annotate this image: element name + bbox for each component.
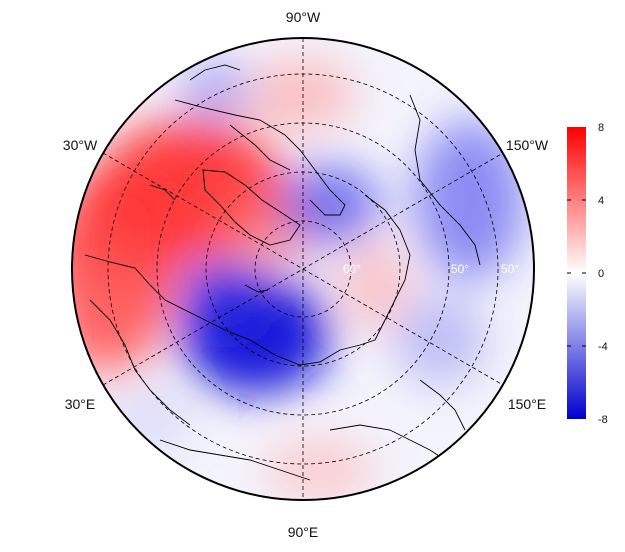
lat-label-outer: 50° xyxy=(501,262,519,276)
colorbar-ramp xyxy=(567,127,586,419)
novaya-zemlya-coast xyxy=(244,284,269,293)
lat-label-mid: 50° xyxy=(451,262,469,276)
anomaly-europe xyxy=(72,285,160,375)
baffin-coast xyxy=(229,124,291,171)
anomaly-canada xyxy=(180,60,250,120)
anomaly-central-asia xyxy=(265,440,375,500)
map-boundary xyxy=(71,37,535,501)
colorbar-tick-label: -4 xyxy=(598,341,608,353)
alaska-coast xyxy=(409,94,481,266)
asia-border xyxy=(329,424,446,461)
lon-label-bottom: 90°E xyxy=(288,524,319,540)
central-asia-border xyxy=(159,439,311,481)
lon-label-top: 90°W xyxy=(286,9,321,25)
colorbar-ticks xyxy=(567,199,586,347)
colorbar: 8 4 0 -4 -8 xyxy=(567,122,608,426)
colorbar-tick-label: 8 xyxy=(598,122,604,134)
colorbar-tick-label: 4 xyxy=(598,195,604,207)
graticule xyxy=(102,38,504,500)
lat-label-inner: 60° xyxy=(343,262,361,276)
meridian-30e-150w xyxy=(102,152,504,386)
anomaly-siberia-west xyxy=(180,260,270,330)
lon-label-lower-left: 30°E xyxy=(65,396,96,412)
kamchatka-coast xyxy=(419,379,466,431)
hudson-coast xyxy=(189,64,241,81)
lon-label-upper-left: 30°W xyxy=(63,137,98,153)
anomaly-bering xyxy=(395,295,485,385)
anomaly-field xyxy=(72,38,534,500)
lon-label-lower-right: 150°E xyxy=(508,396,546,412)
eurasia-arctic-coast xyxy=(84,254,376,366)
anomaly-alaska xyxy=(245,60,355,130)
anomaly-pacific xyxy=(415,120,525,280)
canadian-archipelago-coast xyxy=(174,99,346,216)
chukotka-coast xyxy=(364,194,411,341)
anomaly-arctic-cold xyxy=(280,165,380,245)
greenland-coast xyxy=(202,169,301,246)
anomaly-beaufort xyxy=(340,240,410,330)
coastlines xyxy=(84,64,481,481)
lon-label-upper-right: 150°W xyxy=(506,137,549,153)
colorbar-tick-label: -8 xyxy=(598,414,608,426)
colorbar-tick-label: 0 xyxy=(598,268,604,280)
iceland-coast xyxy=(149,184,176,201)
europe-coast xyxy=(89,299,191,426)
